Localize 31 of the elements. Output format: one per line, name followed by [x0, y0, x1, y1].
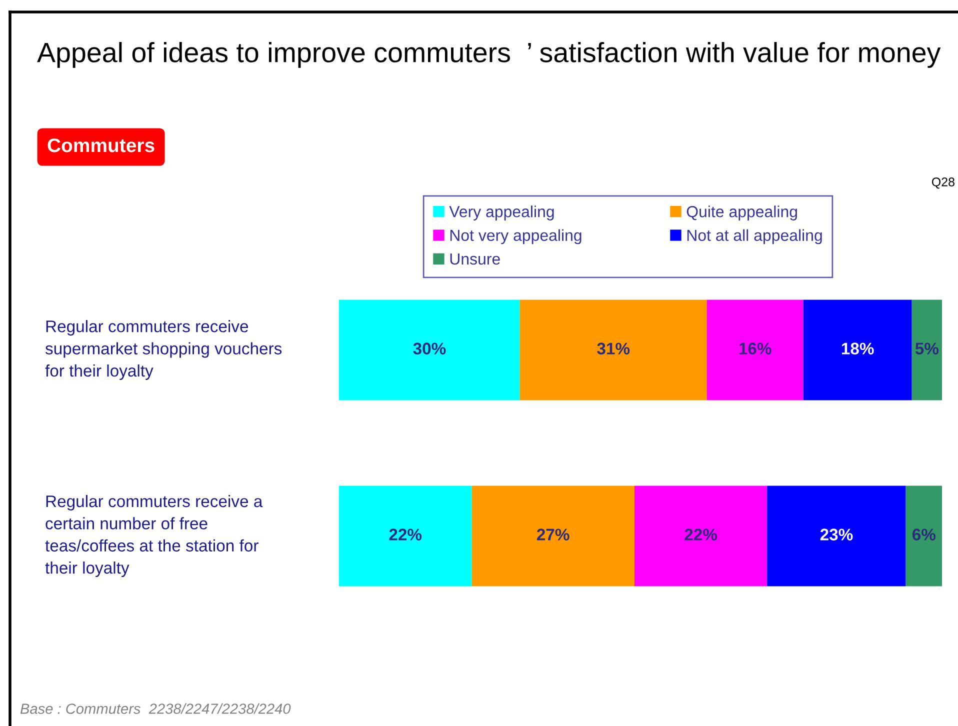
legend-label: Quite appealing — [686, 206, 797, 220]
data-label: 31% — [597, 342, 630, 354]
data-label: 23% — [820, 528, 853, 540]
legend-label: Very appealing — [449, 206, 554, 220]
bar — [520, 300, 707, 400]
data-label: 22% — [389, 528, 422, 540]
bar — [706, 300, 804, 400]
y-tick-label: Regular commuters receive a certain number of free teas/coffees at the station for their loyalty — [45, 494, 263, 578]
data-label: 5% — [915, 342, 939, 354]
bar — [906, 486, 942, 586]
text: Base : Commuters 2238/2247/2238/2240 — [20, 703, 291, 714]
bar — [767, 486, 906, 586]
text: Q28 — [932, 178, 954, 189]
y-tick-label: Regular commuters receive supermarket shopping vouchers for their loyalty — [45, 320, 282, 380]
bar — [634, 486, 768, 586]
bar — [339, 486, 472, 586]
legend-label: Not very appealing — [450, 229, 582, 244]
data-label: 6% — [912, 528, 936, 540]
legend-label: Not at all appealing — [687, 229, 822, 244]
data-label: 27% — [536, 528, 570, 540]
data-label: 22% — [684, 528, 718, 540]
bar — [912, 300, 942, 400]
bar — [472, 486, 634, 586]
bar — [803, 300, 912, 400]
data-label: 30% — [413, 342, 446, 354]
bar — [339, 300, 520, 400]
data-label: 18% — [842, 342, 874, 354]
chart-title: Appeal of ideas to improve commuters ’ satisfaction with value for money — [37, 42, 941, 68]
legend-label: Unsure — [450, 254, 500, 265]
text: Commuters — [48, 138, 154, 152]
data-label: 16% — [739, 342, 772, 354]
